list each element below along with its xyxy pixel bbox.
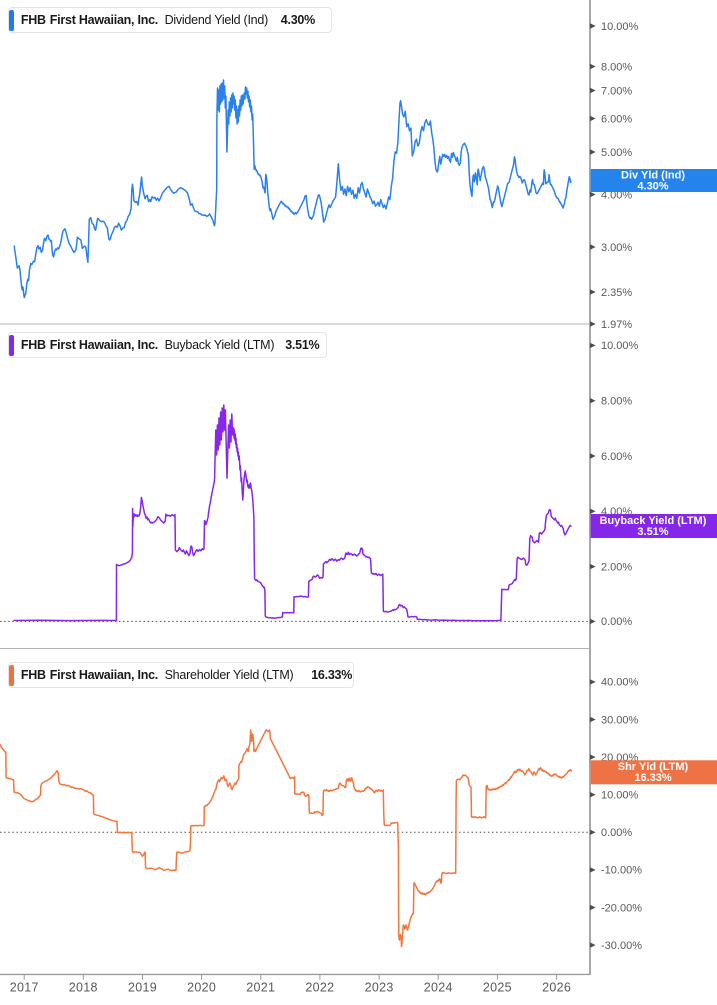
svg-text:-20.00%: -20.00% [601,902,642,914]
svg-text:6.00%: 6.00% [601,113,632,125]
svg-text:-10.00%: -10.00% [601,865,642,877]
svg-text:8.00%: 8.00% [601,396,632,408]
svg-text:4.00%: 4.00% [601,189,632,201]
svg-text:0.00%: 0.00% [601,616,632,628]
svg-text:2022: 2022 [305,981,334,995]
svg-text:16.33%: 16.33% [634,772,672,784]
svg-text:7.00%: 7.00% [601,85,632,97]
svg-text:2.35%: 2.35% [601,287,632,299]
svg-text:30.00%: 30.00% [601,714,639,726]
svg-text:Shr Yld (LTM): Shr Yld (LTM) [618,761,689,773]
svg-text:2024: 2024 [424,981,453,995]
svg-text:2026: 2026 [542,981,571,995]
svg-text:40.00%: 40.00% [601,677,639,689]
svg-text:6.00%: 6.00% [601,451,632,463]
svg-text:4.30%: 4.30% [637,181,668,193]
svg-text:1.97%: 1.97% [601,319,632,331]
svg-text:8.00%: 8.00% [601,61,632,73]
svg-text:Buyback Yield (LTM): Buyback Yield (LTM) [600,515,707,527]
svg-text:2023: 2023 [365,981,394,995]
svg-text:2019: 2019 [128,981,157,995]
svg-text:2018: 2018 [69,981,98,995]
svg-text:2021: 2021 [246,981,275,995]
svg-text:Div Yld (Ind): Div Yld (Ind) [621,170,685,182]
svg-text:2025: 2025 [483,981,512,995]
svg-text:10.00%: 10.00% [601,790,639,802]
svg-text:3.00%: 3.00% [601,242,632,254]
svg-text:3.51%: 3.51% [637,526,668,538]
svg-text:2020: 2020 [187,981,216,995]
svg-text:5.00%: 5.00% [601,147,632,159]
svg-text:2017: 2017 [10,981,39,995]
svg-text:10.00%: 10.00% [601,340,639,352]
svg-text:10.00%: 10.00% [601,21,639,33]
svg-text:2.00%: 2.00% [601,561,632,573]
svg-text:-30.00%: -30.00% [601,940,642,952]
svg-text:0.00%: 0.00% [601,827,632,839]
